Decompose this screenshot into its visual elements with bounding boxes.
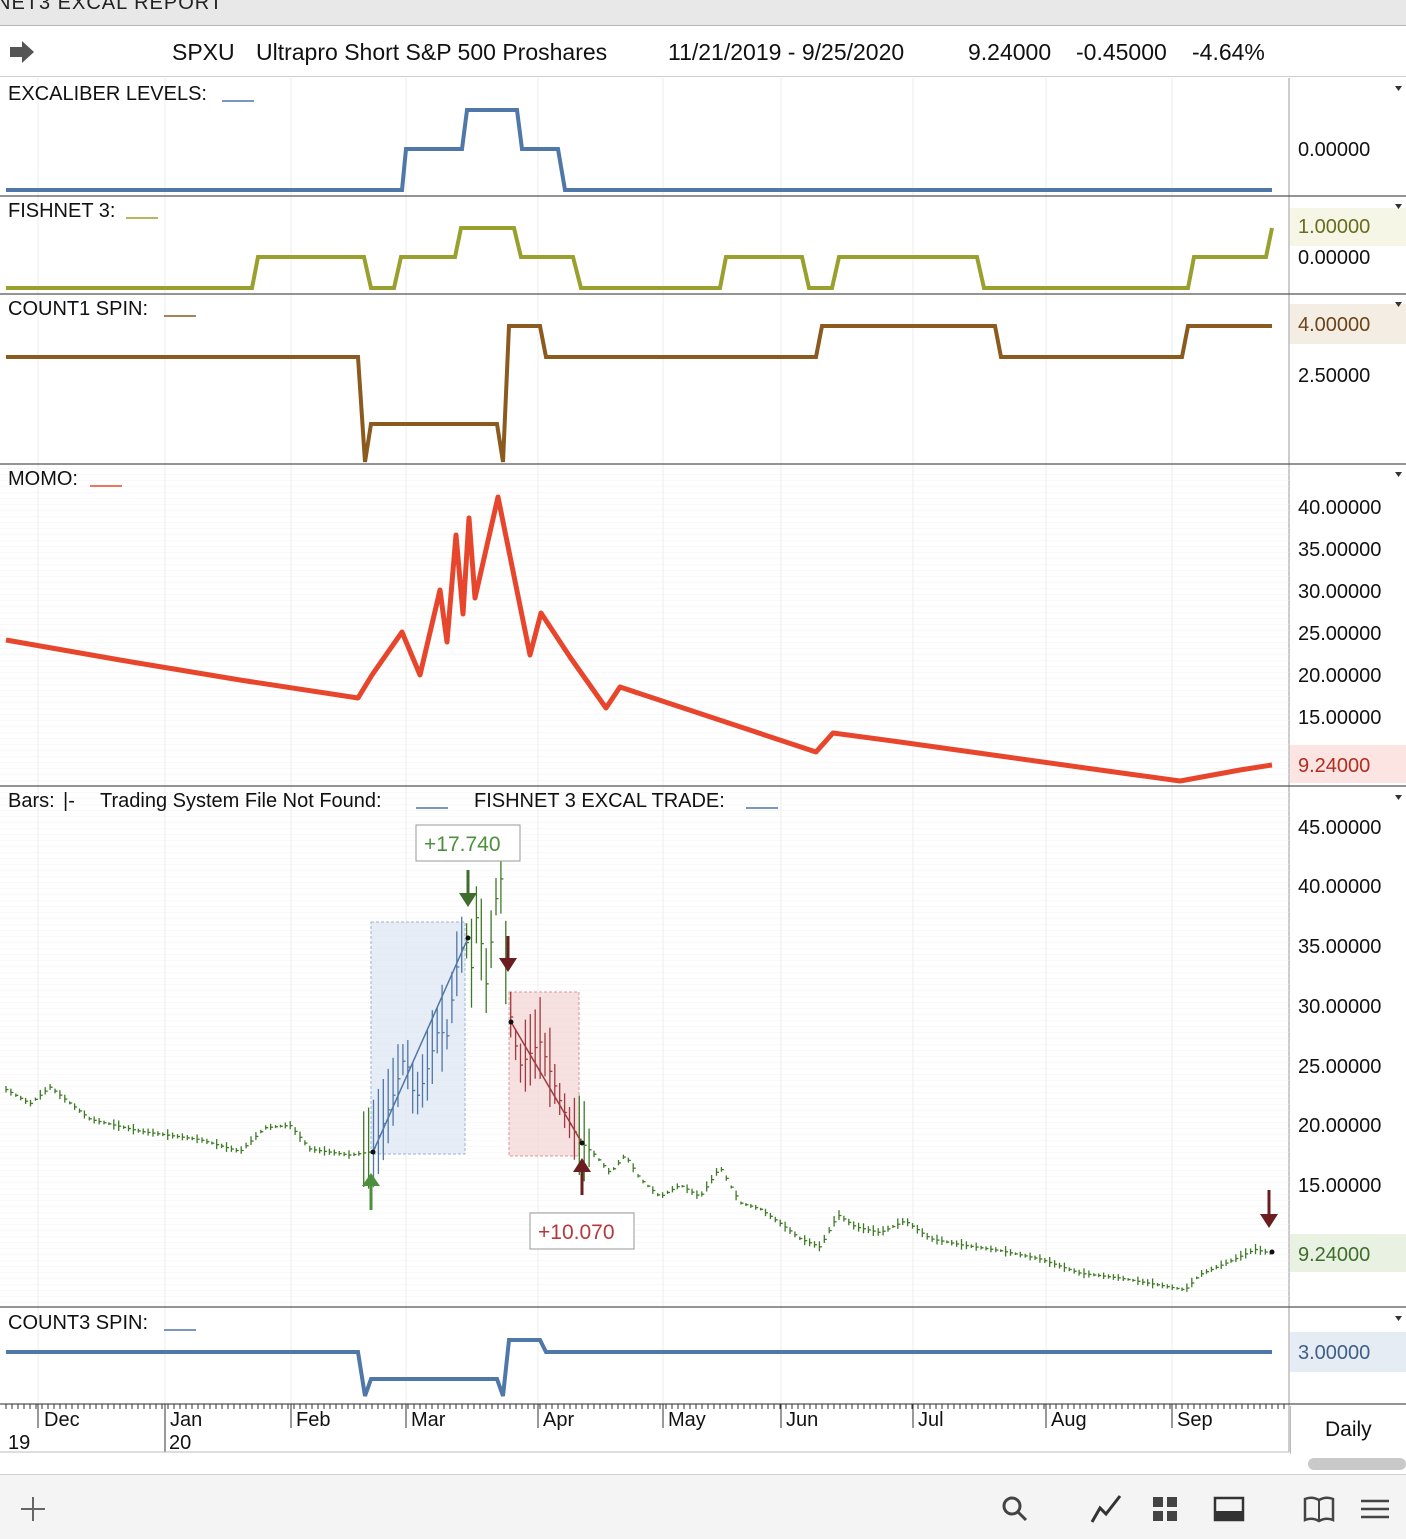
month-label: Jan (170, 1409, 202, 1431)
cover-arrow-icon (573, 1158, 591, 1195)
excaliber-line (6, 108, 1272, 192)
interval-selector[interactable]: Daily (1290, 1406, 1406, 1454)
buy-arrow-icon (362, 1173, 380, 1210)
pane-count3: COUNT3 SPIN: 3.00000 (6, 1312, 1406, 1397)
pane-title-momo: MOMO: (8, 468, 78, 490)
chart-header: SPXU Ultrapro Short S&P 500 Proshares 11… (0, 26, 1406, 77)
price-axis-label: 45.00000 (1298, 817, 1381, 839)
grid-layout-icon[interactable] (1150, 1494, 1180, 1524)
excaliber-axis-label: 0.00000 (1298, 139, 1370, 161)
count3-value: 3.00000 (1298, 1342, 1370, 1364)
month-label: Jul (918, 1409, 944, 1431)
month-label: Jun (786, 1409, 818, 1431)
month-label: Sep (1177, 1409, 1213, 1431)
short-trade-profit: +10.070 (538, 1221, 615, 1244)
pane-title-count3: COUNT3 SPIN: (8, 1312, 148, 1334)
chevron-down-icon[interactable] (1395, 204, 1402, 209)
arrow-right-icon[interactable] (8, 39, 36, 65)
fishnet-trade-label: FISHNET 3 EXCAL TRADE: (474, 790, 725, 812)
month-label: Feb (296, 1409, 330, 1431)
trading-system-label: Trading System File Not Found: (100, 790, 382, 812)
sell-arrow-icon (1260, 1190, 1278, 1228)
month-label: Aug (1051, 1409, 1087, 1431)
month-label: Mar (411, 1409, 446, 1431)
short-arrow-icon (499, 936, 517, 972)
momo-axis-label: 30.00000 (1298, 581, 1381, 603)
count3-line (6, 1338, 1272, 1397)
fishnet-value: 1.00000 (1298, 216, 1370, 238)
pane-excaliber: EXCALIBER LEVELS: 0.00000 (6, 83, 1402, 192)
bottom-toolbar (0, 1474, 1406, 1539)
pane-title-fishnet: FISHNET 3: (8, 200, 115, 222)
price-axis-label: 30.00000 (1298, 996, 1381, 1018)
chevron-down-icon[interactable] (1395, 86, 1402, 91)
price-axis-label: 25.00000 (1298, 1056, 1381, 1078)
count1-line (6, 324, 1272, 463)
window-title: NET3 EXCAL REPORT (0, 0, 224, 14)
interval-label: Daily (1325, 1418, 1372, 1441)
panel-layout-icon[interactable] (1212, 1494, 1246, 1524)
window-titlebar: NET3 EXCAL REPORT (0, 0, 1406, 26)
long-trade-line (372, 937, 469, 1153)
price-bars (5, 836, 1273, 1292)
price-axis-label: 15.00000 (1298, 1175, 1381, 1197)
date-range: 11/21/2019 - 9/25/2020 (668, 39, 905, 65)
bars-style-indicator: |- (63, 790, 75, 812)
pane-momo: MOMO: 40.00000 35.00000 30.00000 25.0000… (0, 465, 1406, 785)
book-icon[interactable] (1302, 1494, 1336, 1524)
price-axis-label: 35.00000 (1298, 936, 1381, 958)
chevron-down-icon[interactable] (1395, 302, 1402, 307)
long-trade-box (370, 921, 466, 1155)
short-trade-line (510, 1021, 583, 1144)
price-axis-label: 20.00000 (1298, 1115, 1381, 1137)
pane-fishnet: FISHNET 3: 1.00000 0.00000 (6, 200, 1406, 290)
month-label: Dec (44, 1409, 80, 1431)
year-label: 19 (8, 1432, 30, 1454)
chevron-down-icon[interactable] (1395, 472, 1402, 477)
chevron-down-icon[interactable] (1395, 1316, 1402, 1321)
search-icon[interactable] (1000, 1494, 1030, 1524)
pane-count1: COUNT1 SPIN: 4.00000 2.50000 (6, 298, 1406, 463)
fishnet-axis-label: 0.00000 (1298, 247, 1370, 269)
exit-long-arrow-icon (459, 870, 477, 907)
month-label: May (668, 1409, 706, 1431)
pane-bars: Bars: |- Trading System File Not Found: … (0, 787, 1406, 1306)
price-axis-label: 40.00000 (1298, 876, 1381, 898)
line-chart-icon[interactable] (1090, 1494, 1122, 1524)
momo-axis-label: 40.00000 (1298, 497, 1381, 519)
count1-value: 4.00000 (1298, 314, 1370, 336)
momo-axis-label: 15.00000 (1298, 707, 1381, 729)
fishnet-line (6, 226, 1274, 290)
count1-axis-label: 2.50000 (1298, 365, 1370, 387)
price-change: -0.45000 (1076, 39, 1167, 65)
year-label: 20 (169, 1432, 191, 1454)
short-trade-box (508, 991, 580, 1157)
price-value: 9.24000 (1298, 1244, 1370, 1266)
pane-title-excaliber: EXCALIBER LEVELS: (8, 83, 207, 105)
menu-icon[interactable] (1358, 1494, 1392, 1524)
chevron-down-icon[interactable] (1395, 795, 1402, 800)
long-trade-profit: +17.740 (424, 833, 501, 856)
symbol: SPXU (172, 39, 235, 65)
momo-axis-label: 25.00000 (1298, 623, 1381, 645)
horizontal-scrollbar[interactable] (1308, 1458, 1406, 1470)
momo-axis-label: 35.00000 (1298, 539, 1381, 561)
momo-value: 9.24000 (1298, 755, 1370, 777)
pane-title-bars: Bars: (8, 790, 55, 812)
pane-title-count1: COUNT1 SPIN: (8, 298, 148, 320)
price-change-pct: -4.64% (1192, 39, 1265, 65)
momo-line (5, 494, 1273, 784)
month-label: Apr (543, 1409, 574, 1431)
chart-area[interactable]: EXCALIBER LEVELS: 0.00000 FISHNET 3: 1.0… (0, 77, 1406, 1474)
x-axis: Dec Jan Feb Mar Apr May Jun Jul Aug Sep … (0, 1404, 1289, 1454)
momo-axis-label: 20.00000 (1298, 665, 1381, 687)
instrument-name: Ultrapro Short S&P 500 Proshares (256, 39, 608, 65)
add-icon[interactable] (18, 1494, 48, 1524)
last-price: 9.24000 (968, 39, 1052, 65)
